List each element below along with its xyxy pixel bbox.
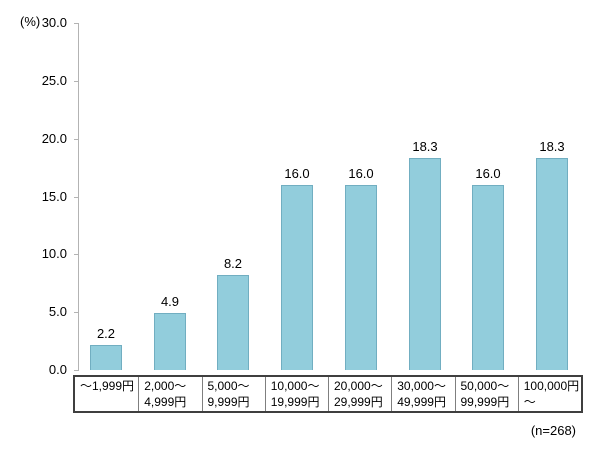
bar-value-label: 16.0 xyxy=(284,166,310,181)
bar xyxy=(281,185,313,370)
x-axis-category-line: 10,000～ xyxy=(270,379,320,393)
x-axis-category-line: 99,999円 xyxy=(460,395,510,409)
y-axis-tick-label: 15.0 xyxy=(41,188,67,204)
x-axis-category-cell: 5,000～ 9,999円 xyxy=(201,377,265,411)
y-axis-tick xyxy=(74,80,79,82)
y-axis-tick-label: 20.0 xyxy=(41,130,67,146)
bar-value-label: 8.2 xyxy=(223,256,243,271)
bar-value-label: 16.0 xyxy=(348,166,374,181)
x-axis-category-line: 2,000～ xyxy=(144,379,187,393)
bar xyxy=(90,345,122,370)
bar xyxy=(409,158,441,370)
x-axis-category-cell: 50,000～ 99,999円 xyxy=(454,377,518,411)
x-axis-category-cell: 10,000～ 19,999円 xyxy=(264,377,328,411)
x-axis-category-line: ～1,999円 xyxy=(80,379,135,393)
sample-size-note: (n=268) xyxy=(530,423,576,438)
y-axis-tick xyxy=(74,312,79,314)
y-axis-tick xyxy=(74,138,79,140)
y-axis-tick xyxy=(74,254,79,256)
x-axis-category-line: 5,000～ xyxy=(207,379,250,393)
x-axis-category-line: 100,000円 xyxy=(523,379,580,393)
x-axis-category-line: 30,000～ xyxy=(397,379,446,393)
x-axis-category-line: 19,999円 xyxy=(270,395,320,409)
x-axis-category-cell: ～1,999円 xyxy=(75,377,138,411)
y-axis-tick xyxy=(74,23,79,24)
y-axis-tick-label: 0.0 xyxy=(48,362,67,377)
y-axis-tick xyxy=(74,370,79,371)
bar-value-label: 16.0 xyxy=(475,166,501,181)
bar-value-label: 4.9 xyxy=(160,294,180,309)
x-axis-category-line: 50,000～ xyxy=(460,379,510,393)
x-axis-category-cell: 30,000～ 49,999円 xyxy=(391,377,454,411)
x-axis-category-line: 4,999円 xyxy=(144,395,187,409)
x-axis-category-cell: 20,000～ 29,999円 xyxy=(328,377,391,411)
x-axis-category-cell: 100,000円 ～ xyxy=(517,377,581,411)
x-axis-category-line: 9,999円 xyxy=(207,395,250,409)
y-axis-unit-label: (%) xyxy=(20,14,41,29)
x-axis-category-line: 20,000～ xyxy=(334,379,383,393)
bar-value-label: 18.3 xyxy=(539,139,565,154)
x-axis-category-line: 49,999円 xyxy=(397,395,446,409)
bar-value-label: 18.3 xyxy=(412,139,438,154)
y-axis-tick-label: 5.0 xyxy=(48,304,67,320)
x-axis-category-cell: 2,000～ 4,999円 xyxy=(138,377,201,411)
bar xyxy=(217,275,249,370)
x-axis-category-line: 29,999円 xyxy=(334,395,383,409)
plot-area: 0.0 5.0 10.0 15.0 20.0 25.0 30.0 2.2 4.9 8.2 16.0 1… xyxy=(42,15,584,377)
bar xyxy=(472,185,504,370)
x-axis-label-table: ～1,999円 2,000～ 4,999円 5,000～ 9,999円 10,000～ 19… xyxy=(73,375,583,413)
bar xyxy=(154,313,186,370)
bar xyxy=(345,185,377,370)
bar-value-label: 2.2 xyxy=(96,326,116,341)
bar xyxy=(536,158,568,370)
y-axis-tick-label: 25.0 xyxy=(41,72,67,88)
y-axis-tick-label: 30.0 xyxy=(41,15,67,30)
y-axis-tick xyxy=(74,196,79,198)
x-axis-category-line: ～ xyxy=(523,395,536,409)
y-axis-tick-label: 10.0 xyxy=(41,246,67,262)
